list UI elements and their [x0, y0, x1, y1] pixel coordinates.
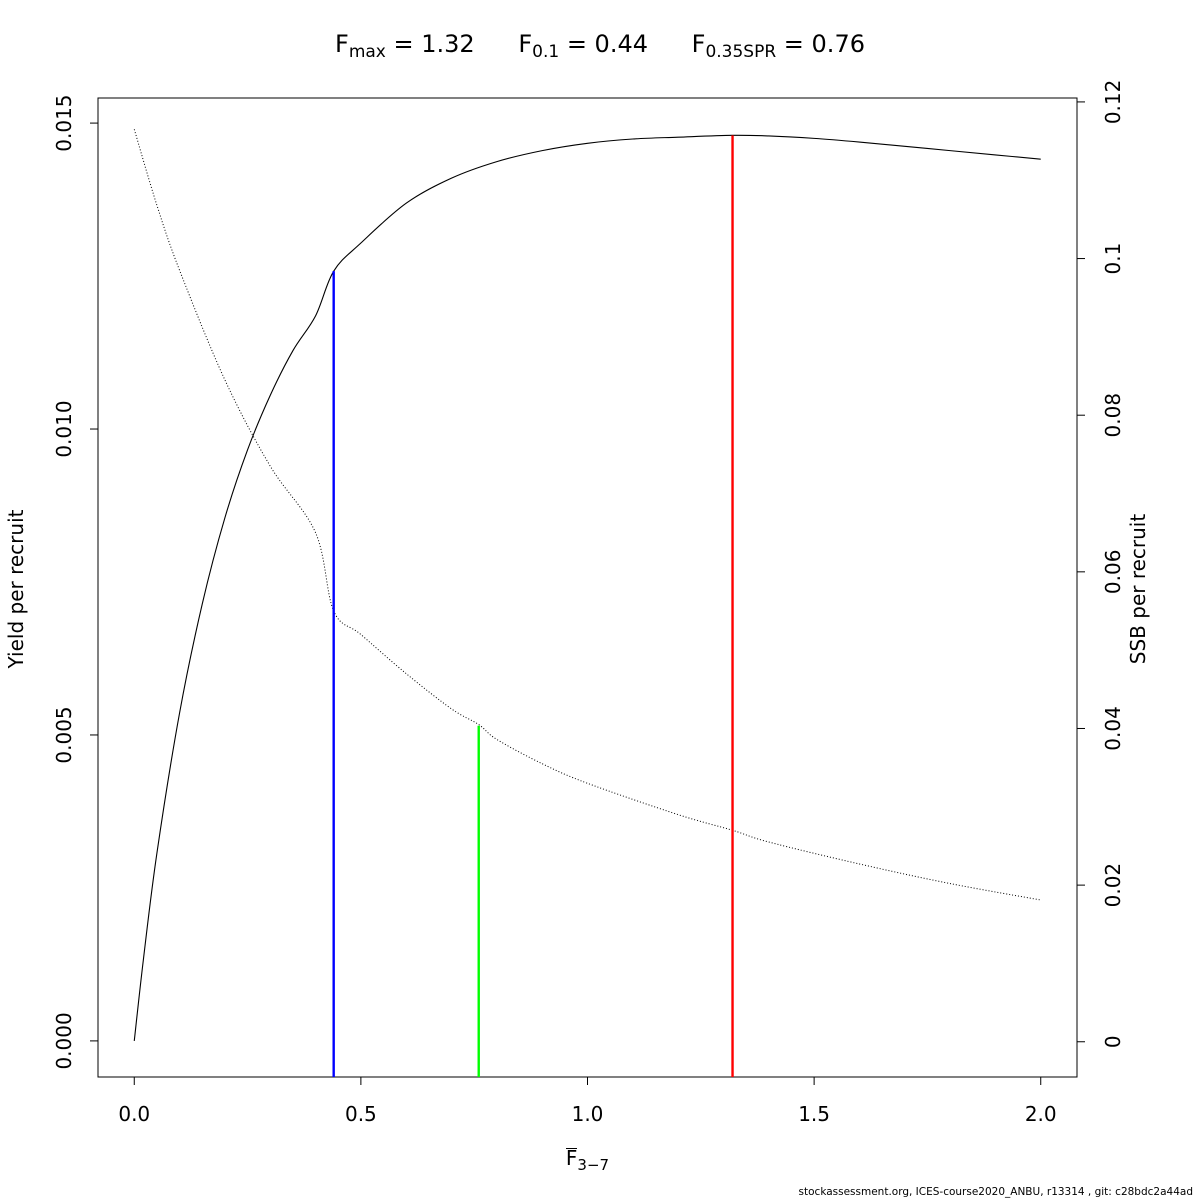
- plot-frame: [97, 97, 1078, 1078]
- y2-axis-label: SSB per recruit: [1126, 514, 1150, 665]
- y-tick-label: 0.000: [52, 1012, 76, 1069]
- y2-tick-label: 0: [1101, 1035, 1125, 1048]
- x-tick-label: 1.0: [572, 1102, 604, 1126]
- footer-note: stockassessment.org, ICES-course2020_ANB…: [798, 1186, 1193, 1198]
- x-axis-label: F3−7: [565, 1146, 610, 1174]
- f035spr-label: F0.35SPR = 0.76: [691, 30, 865, 62]
- y2-tick-label: 0.1: [1101, 243, 1125, 275]
- x-tick-label: 0.5: [345, 1102, 377, 1126]
- ssb-per-recruit-line: [133, 129, 1041, 901]
- y2-tick-label: 0.02: [1101, 863, 1125, 908]
- x-tick-label: 1.5: [798, 1102, 830, 1126]
- fmax-label: Fmax = 1.32: [335, 30, 475, 62]
- chart-title: Fmax = 1.32 F0.1 = 0.44 F0.35SPR = 0.76: [0, 30, 1200, 62]
- f01-label: F0.1 = 0.44: [518, 30, 648, 62]
- x-tick-label: 2.0: [1025, 1102, 1057, 1126]
- y-tick-label: 0.005: [52, 706, 76, 763]
- y-axis-label: Yield per recruit: [4, 509, 28, 669]
- y2-tick-label: 0.06: [1101, 550, 1125, 595]
- x-tick-label: 0.0: [118, 1102, 150, 1126]
- y2-tick-label: 0.08: [1101, 393, 1125, 438]
- yield-per-recruit-line: [133, 134, 1041, 1041]
- y-tick-label: 0.015: [52, 94, 76, 151]
- y-tick-label: 0.010: [52, 400, 76, 457]
- y2-tick-label: 0.04: [1101, 706, 1125, 751]
- y2-tick-label: 0.12: [1101, 80, 1125, 125]
